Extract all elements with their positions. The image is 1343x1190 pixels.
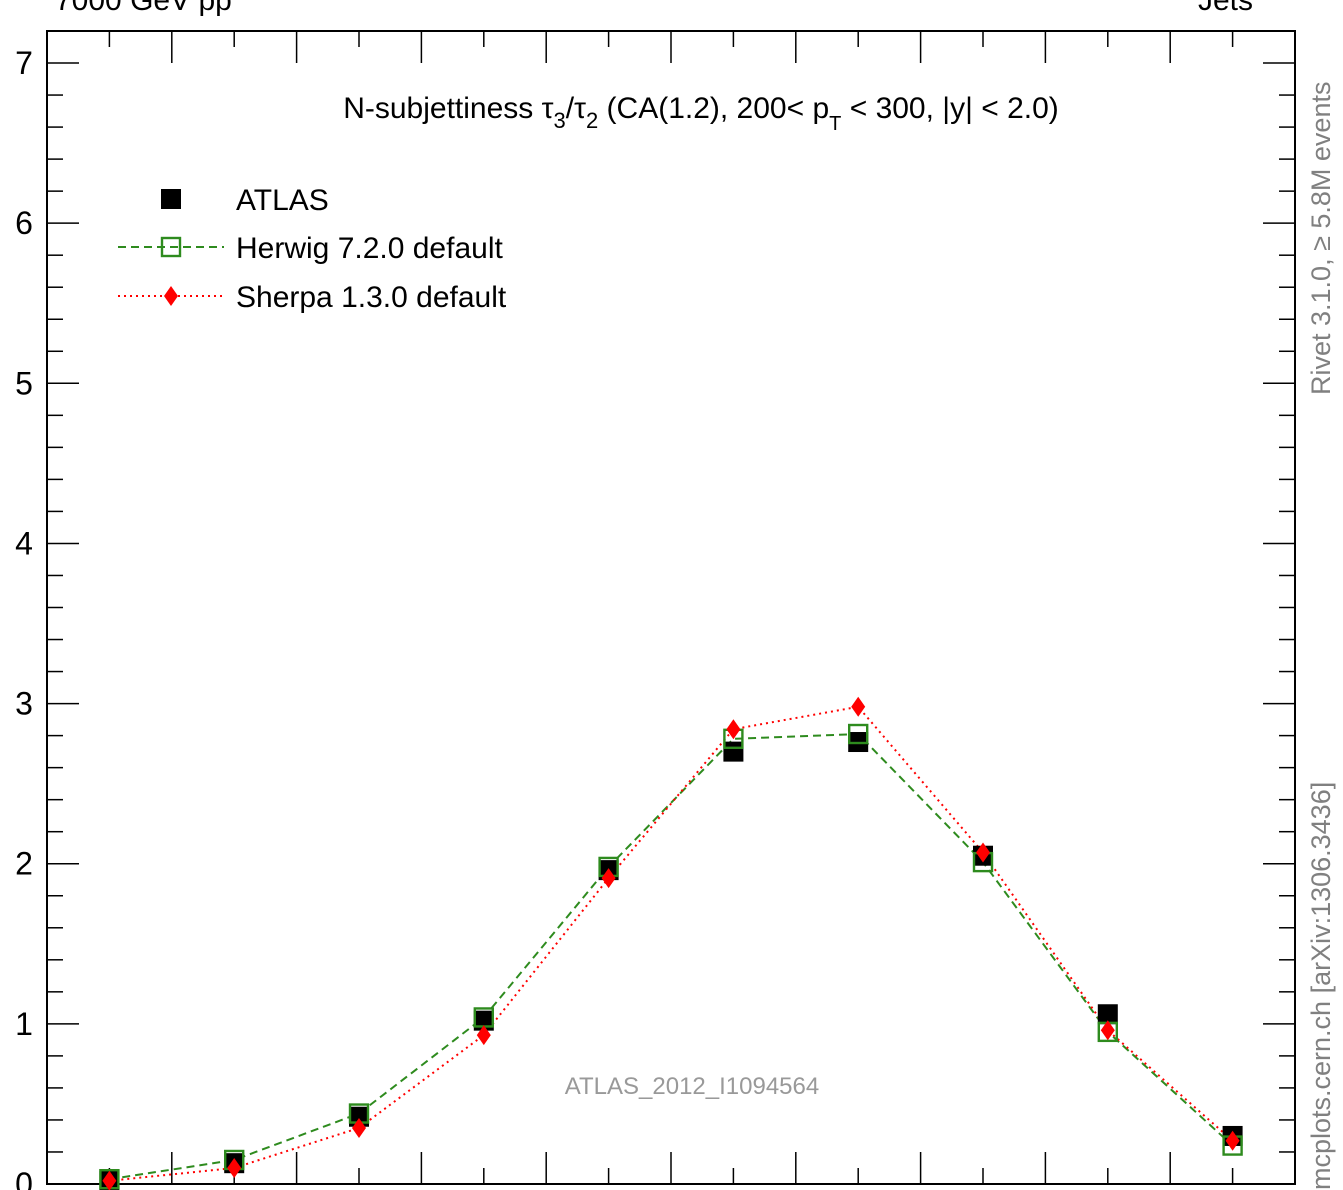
legend-label-1: Herwig 7.2.0 default bbox=[236, 232, 503, 265]
y-tick-label: 6 bbox=[15, 205, 33, 241]
chart-title: N-subjettiness τ3/τ2 (CA(1.2), 200< pT <… bbox=[343, 92, 1059, 135]
point-series-0 bbox=[723, 741, 744, 762]
point-series-2 bbox=[851, 696, 866, 717]
title-suffix-a: (CA(1.2), 200< p bbox=[598, 92, 829, 125]
point-series-2 bbox=[227, 1157, 242, 1178]
series-line-1 bbox=[109, 732, 1234, 1181]
title-tau-den: τ bbox=[574, 92, 586, 125]
legend-marker-1 bbox=[160, 236, 182, 258]
point-series-2 bbox=[102, 1170, 117, 1190]
watermark: ATLAS_2012_I1094564 bbox=[565, 1073, 819, 1100]
title-tau-num: τ bbox=[542, 92, 554, 125]
series-markers bbox=[99, 696, 1243, 1190]
point-series-2 bbox=[976, 842, 990, 863]
title-tau-den-sub: 2 bbox=[586, 108, 598, 133]
point-series-2 bbox=[476, 1025, 491, 1046]
point-series-1 bbox=[848, 723, 869, 745]
series-lines bbox=[109, 705, 1234, 1182]
y-tick-label: 1 bbox=[15, 1006, 33, 1042]
legend-label-0: ATLAS bbox=[236, 184, 329, 217]
title-pt-sub: T bbox=[829, 113, 841, 135]
header-left: 7000 GeV pp bbox=[55, 0, 232, 17]
legend-marker-0 bbox=[161, 189, 181, 209]
title-suffix-b: < 300, |y| < 2.0) bbox=[841, 92, 1058, 125]
y-tick-label: 7 bbox=[15, 45, 33, 81]
y-tick-label: 5 bbox=[15, 365, 33, 401]
header-right: Jets bbox=[1198, 0, 1254, 17]
point-series-2 bbox=[1100, 1020, 1115, 1041]
legend: ATLAS Herwig 7.2.0 default Sherpa 1.3.0 de… bbox=[118, 184, 507, 314]
y-tick-label: 2 bbox=[15, 846, 33, 882]
point-series-0 bbox=[1097, 1004, 1118, 1025]
legend-label-2: Sherpa 1.3.0 default bbox=[236, 281, 507, 314]
point-series-2 bbox=[1225, 1130, 1240, 1151]
y-tick-label: 4 bbox=[15, 525, 33, 561]
title-prefix: N-subjettiness bbox=[343, 92, 541, 125]
title-ratio-sep: / bbox=[566, 92, 575, 125]
point-series-2 bbox=[352, 1117, 366, 1138]
series-line-2 bbox=[109, 705, 1234, 1182]
legend-marker-2 bbox=[164, 286, 178, 306]
point-series-2 bbox=[726, 719, 741, 740]
y-tick-label: 0 bbox=[15, 1166, 33, 1190]
point-series-2 bbox=[601, 868, 616, 889]
y-tick-label: 3 bbox=[15, 686, 33, 722]
title-tau-num-sub: 3 bbox=[554, 108, 566, 133]
axis-ticks bbox=[46, 30, 1296, 1185]
y-tick-labels: 0 1 2 3 4 5 6 7 bbox=[15, 45, 33, 1190]
